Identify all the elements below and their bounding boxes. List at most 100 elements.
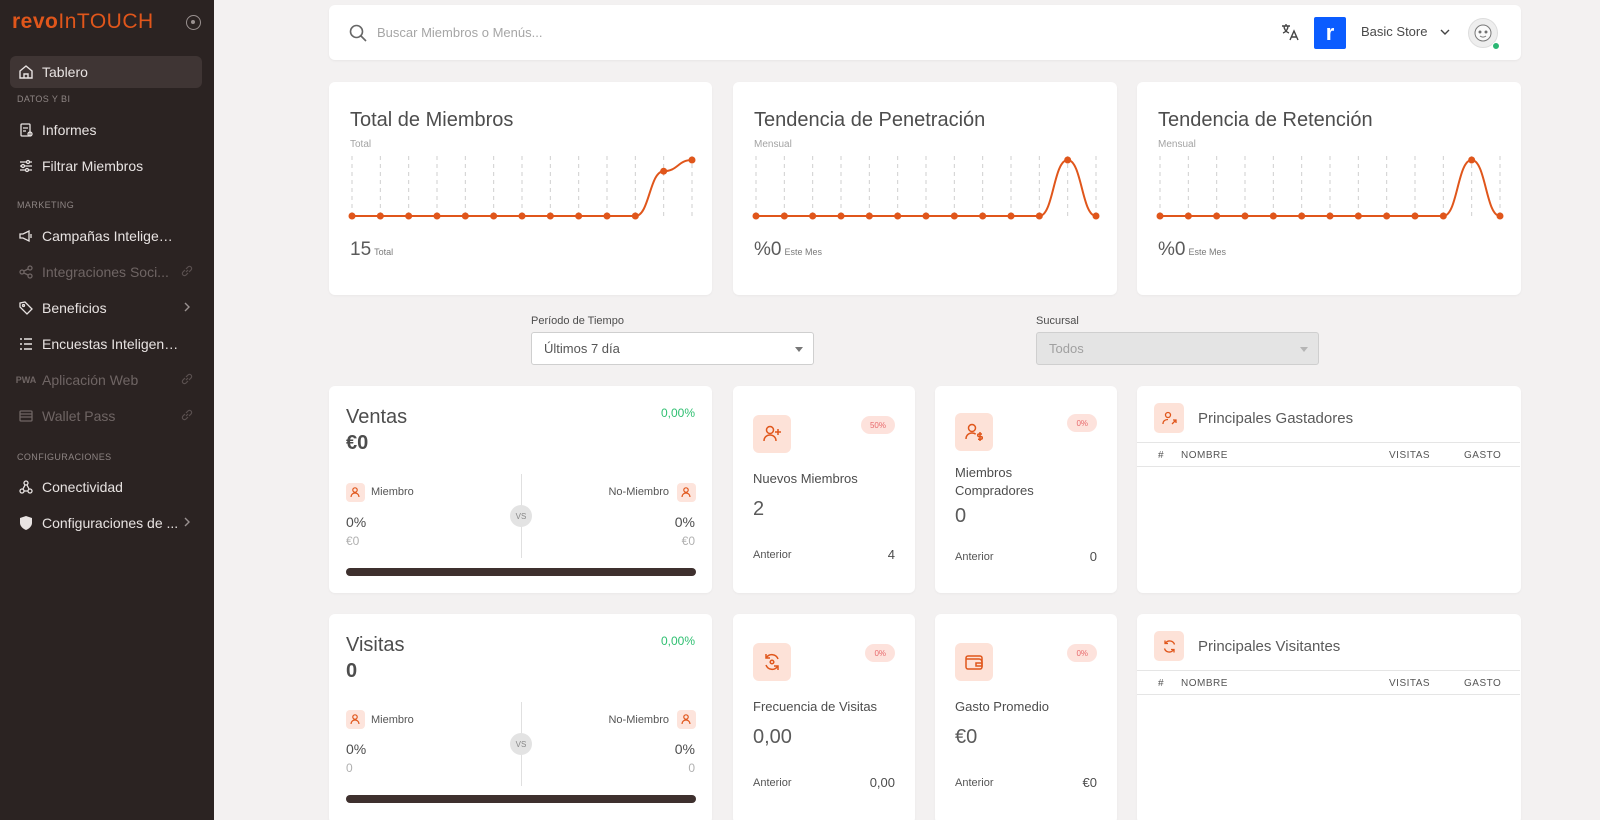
tag-icon bbox=[18, 300, 34, 316]
store-selector[interactable]: Basic Store bbox=[1361, 24, 1428, 39]
column-header[interactable]: NOMBRE bbox=[1181, 450, 1228, 461]
sidebar-item-encuestas[interactable]: Encuestas Inteligentes bbox=[10, 328, 202, 360]
data-point[interactable] bbox=[1213, 212, 1221, 220]
data-point[interactable] bbox=[461, 212, 469, 220]
data-point[interactable] bbox=[809, 212, 817, 220]
data-point[interactable] bbox=[1298, 212, 1306, 220]
data-point[interactable] bbox=[433, 212, 441, 220]
card-value: 0 bbox=[346, 660, 358, 682]
sidebar-item-integraciones[interactable]: Integraciones Soci... bbox=[10, 256, 202, 288]
data-point[interactable] bbox=[979, 212, 987, 220]
sidebar-item-tablero[interactable]: Tablero bbox=[10, 56, 202, 88]
data-point[interactable] bbox=[894, 212, 902, 220]
top-bar: r Basic Store bbox=[329, 5, 1521, 60]
data-point[interactable] bbox=[490, 212, 498, 220]
sidebar-item-conectividad[interactable]: Conectividad bbox=[10, 471, 202, 503]
search-input[interactable] bbox=[377, 20, 977, 44]
member-amount: €0 bbox=[346, 534, 360, 548]
data-point[interactable] bbox=[631, 212, 639, 220]
sidebar-item-filtrar-miembros[interactable]: Filtrar Miembros bbox=[10, 150, 202, 182]
table-header: # NOMBRE VISITAS GASTO bbox=[1137, 442, 1520, 467]
sidebar-item-aplicacion-web[interactable]: PWA Aplicación Web bbox=[10, 364, 202, 396]
previous-value: 4 bbox=[887, 547, 895, 562]
data-point[interactable] bbox=[1184, 212, 1192, 220]
list-icon bbox=[18, 336, 34, 352]
period-select[interactable]: Últimos 7 día bbox=[531, 332, 814, 365]
ventas-card: Ventas €0 0,00% Miembro No-Miembro VS 0%… bbox=[329, 386, 712, 593]
nonmember-label: No-Miembro bbox=[608, 714, 669, 726]
data-point[interactable] bbox=[1269, 212, 1277, 220]
data-point[interactable] bbox=[1468, 156, 1476, 164]
data-point[interactable] bbox=[575, 212, 583, 220]
data-point[interactable] bbox=[1035, 212, 1043, 220]
data-point[interactable] bbox=[780, 212, 788, 220]
column-header[interactable]: NOMBRE bbox=[1181, 678, 1228, 689]
metric-card-frecuencia-visitas: 0% Frecuencia de Visitas 0,00 Anterior 0… bbox=[733, 614, 915, 820]
sidebar-toggle-icon[interactable] bbox=[186, 15, 201, 30]
data-point[interactable] bbox=[1092, 212, 1100, 220]
sidebar-item-wallet-pass[interactable]: Wallet Pass bbox=[10, 400, 202, 432]
data-point[interactable] bbox=[950, 212, 958, 220]
sidebar-item-configuraciones[interactable]: Configuraciones de ... bbox=[10, 507, 202, 539]
data-point[interactable] bbox=[348, 212, 356, 220]
member-label: Miembro bbox=[371, 486, 414, 498]
previous-label: Anterior bbox=[955, 777, 994, 789]
data-point[interactable] bbox=[546, 212, 554, 220]
data-point[interactable] bbox=[603, 212, 611, 220]
data-point[interactable] bbox=[376, 212, 384, 220]
webhook-icon bbox=[18, 479, 34, 495]
data-point[interactable] bbox=[752, 212, 760, 220]
branch-select[interactable]: Todos bbox=[1036, 332, 1319, 365]
column-header[interactable]: GASTO bbox=[1464, 450, 1502, 461]
sidebar-item-campanas[interactable]: Campañas Inteligentes bbox=[10, 220, 202, 252]
data-point[interactable] bbox=[1156, 212, 1164, 220]
column-header[interactable]: VISITAS bbox=[1389, 450, 1431, 461]
data-point[interactable] bbox=[1496, 212, 1504, 220]
data-point[interactable] bbox=[837, 212, 845, 220]
caret-down-icon bbox=[1300, 347, 1308, 352]
card-title: Visitas bbox=[346, 634, 405, 656]
sidebar-item-informes[interactable]: Informes bbox=[10, 114, 202, 146]
data-point[interactable] bbox=[518, 212, 526, 220]
column-header[interactable]: VISITAS bbox=[1389, 678, 1431, 689]
wallet-icon bbox=[18, 408, 34, 424]
data-point[interactable] bbox=[1007, 212, 1015, 220]
member-label: Miembro bbox=[371, 714, 414, 726]
megaphone-icon bbox=[18, 228, 34, 244]
metric-card-gasto-promedio: 0% Gasto Promedio €0 Anterior €0 bbox=[935, 614, 1117, 820]
metric-label: Miembros Compradores bbox=[955, 465, 1034, 498]
column-header[interactable]: GASTO bbox=[1464, 678, 1502, 689]
metric-value: €0 bbox=[955, 726, 978, 748]
trend-chart bbox=[1156, 156, 1504, 220]
sidebar-item-beneficios[interactable]: Beneficios bbox=[10, 292, 202, 324]
card-subtitle: Total bbox=[350, 139, 372, 150]
comparison-bar bbox=[346, 568, 696, 576]
data-point[interactable] bbox=[405, 212, 413, 220]
sliders-icon bbox=[18, 158, 34, 174]
data-point[interactable] bbox=[1354, 212, 1362, 220]
change-percent: 0,00% bbox=[660, 634, 695, 648]
card-title: Principales Gastadores bbox=[1198, 410, 1354, 427]
user-dollar-icon bbox=[955, 413, 993, 451]
data-point[interactable] bbox=[1326, 212, 1334, 220]
trend-chart bbox=[348, 156, 696, 220]
data-point[interactable] bbox=[688, 156, 696, 164]
data-point[interactable] bbox=[660, 167, 668, 175]
app-logo[interactable]: revoInTOUCH bbox=[12, 10, 154, 33]
column-header: # bbox=[1158, 678, 1165, 689]
data-point[interactable] bbox=[865, 212, 873, 220]
chevron-right-icon bbox=[184, 517, 190, 527]
data-point[interactable] bbox=[1064, 156, 1072, 164]
translate-icon[interactable] bbox=[1280, 22, 1300, 42]
search-icon bbox=[349, 24, 367, 42]
data-point[interactable] bbox=[922, 212, 930, 220]
period-value: Últimos 7 día bbox=[544, 341, 620, 356]
data-point[interactable] bbox=[1383, 212, 1391, 220]
card-value: 15 Total bbox=[350, 239, 394, 260]
nonmember-percent: 0% bbox=[674, 741, 695, 757]
data-point[interactable] bbox=[1241, 212, 1249, 220]
data-point[interactable] bbox=[1411, 212, 1419, 220]
data-point[interactable] bbox=[1439, 212, 1447, 220]
section-label: CONFIGURACIONES bbox=[17, 452, 112, 462]
chevron-down-icon[interactable] bbox=[1439, 26, 1451, 38]
